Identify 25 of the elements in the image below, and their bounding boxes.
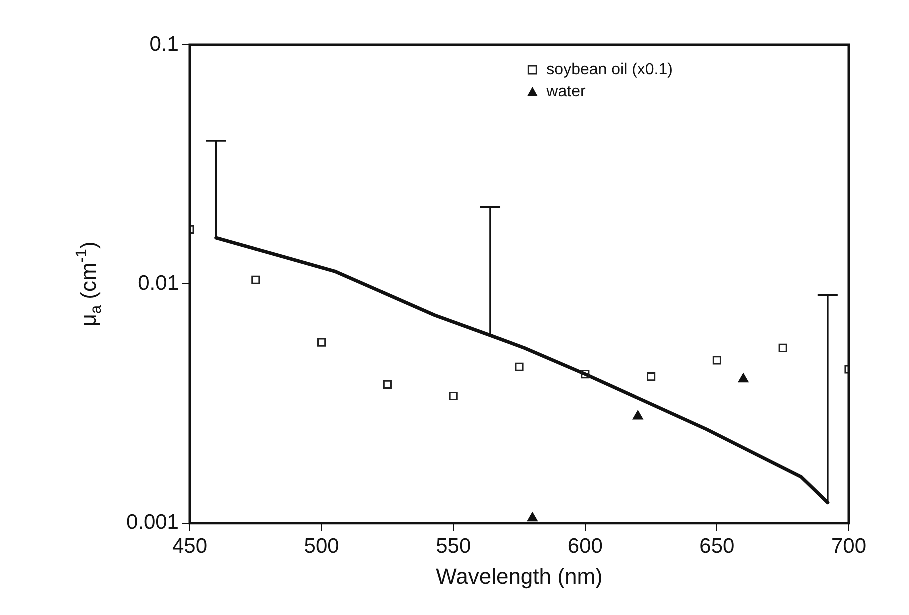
legend-label: water xyxy=(546,83,586,100)
x-tick-label: 650 xyxy=(700,534,735,558)
point xyxy=(633,410,644,420)
x-tick-label: 600 xyxy=(568,534,603,558)
x-tick-label: 500 xyxy=(304,534,340,558)
x-tick-label: 450 xyxy=(172,534,208,558)
point xyxy=(449,392,458,401)
point xyxy=(778,344,788,352)
y-tick-label: 0.1 xyxy=(150,32,179,56)
legend-label: soybean oil (x0.1) xyxy=(546,61,673,78)
x-tick-label: 550 xyxy=(436,534,472,558)
point xyxy=(318,338,326,347)
y-tick-label: 0.001 xyxy=(126,511,179,534)
point xyxy=(647,372,656,382)
point xyxy=(515,362,524,372)
point xyxy=(528,512,538,522)
point xyxy=(383,380,392,389)
point xyxy=(581,370,590,379)
point xyxy=(712,356,722,365)
x-axis-title: Wavelength (nm) xyxy=(436,564,603,589)
point xyxy=(738,374,749,383)
x-tick-label: 700 xyxy=(831,534,867,558)
y-axis-title: μa (cm-1) xyxy=(74,242,105,327)
y-tick-label: 0.01 xyxy=(138,272,179,295)
point xyxy=(252,276,260,284)
